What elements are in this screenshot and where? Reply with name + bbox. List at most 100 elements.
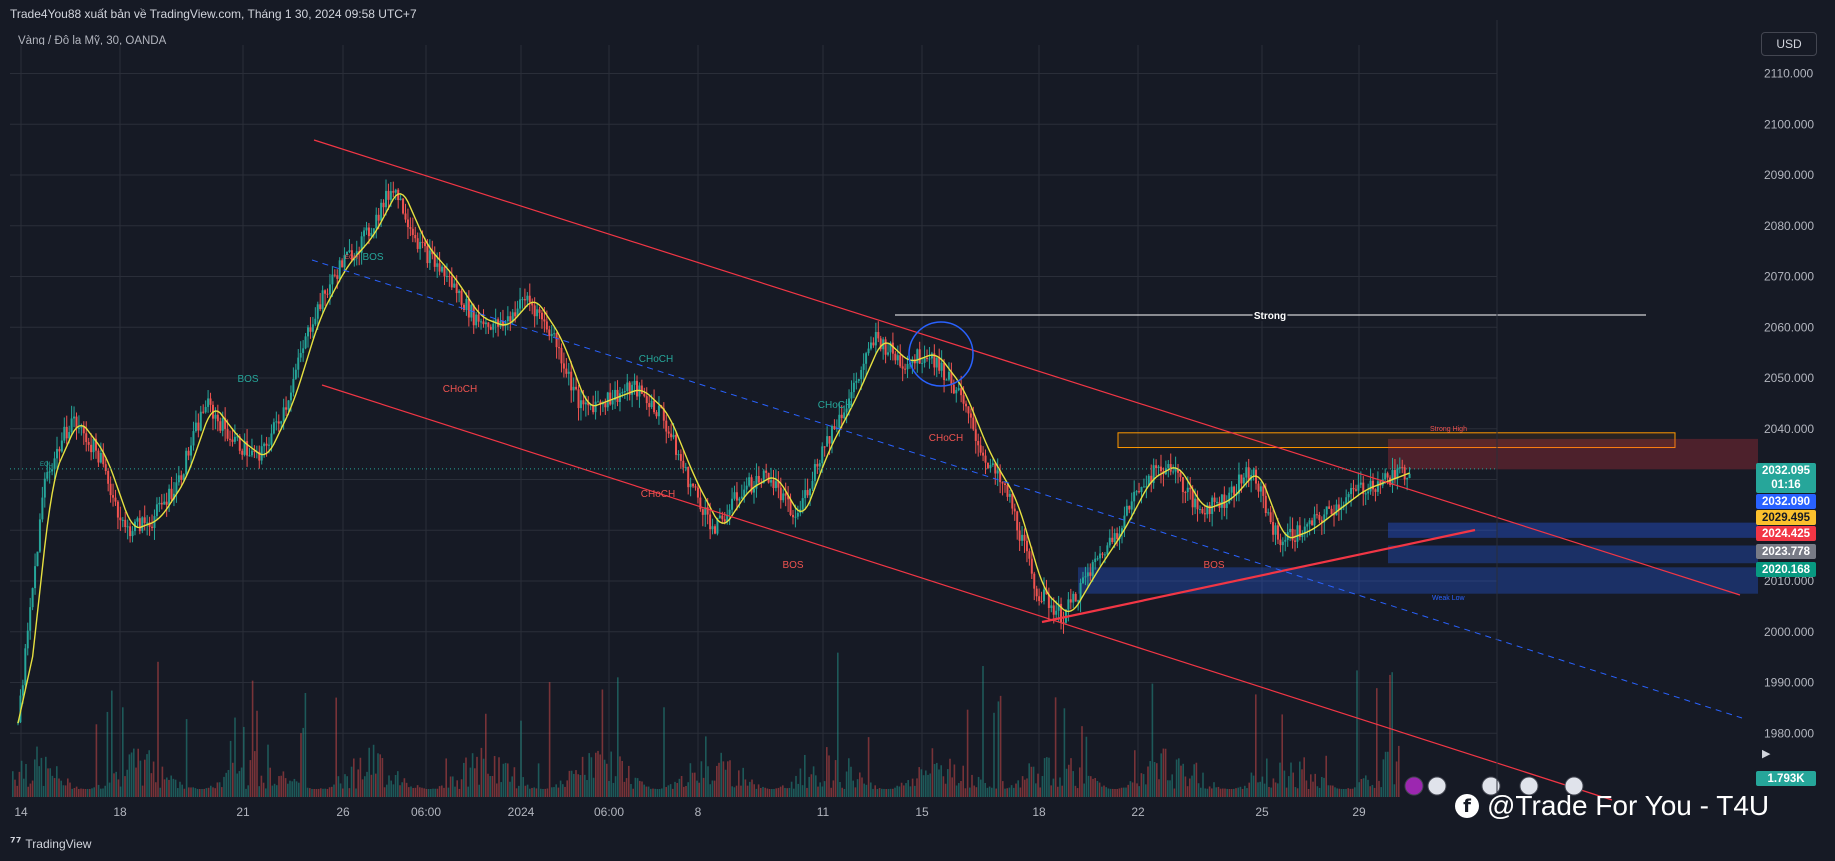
- volume-bar: [458, 788, 461, 797]
- volume-bar: [1250, 772, 1253, 797]
- candle-body: [943, 362, 946, 381]
- candle-body: [628, 382, 631, 395]
- candle-body: [287, 400, 290, 410]
- volume-bar: [775, 788, 777, 797]
- volume-bar: [570, 770, 573, 797]
- candle-body: [309, 327, 312, 332]
- volume-bar: [1206, 788, 1209, 797]
- candle-body: [26, 630, 29, 649]
- volume-bar: [207, 787, 210, 797]
- volume-bar: [564, 786, 566, 797]
- us-flag-event-icon[interactable]: [1481, 776, 1501, 796]
- candle-body: [202, 411, 205, 413]
- candle-body: [653, 400, 656, 413]
- candle-body: [258, 451, 261, 461]
- candle-body: [387, 190, 390, 200]
- candle-body: [1335, 504, 1338, 516]
- candle-body: [1289, 528, 1292, 533]
- candle-body: [560, 347, 563, 364]
- volume-bar: [1283, 770, 1286, 797]
- volume-bar: [245, 788, 247, 797]
- candle-body: [275, 421, 278, 423]
- supply-zone-outline: [1117, 432, 1676, 449]
- candle-body: [1106, 545, 1109, 555]
- candle-body: [918, 349, 921, 364]
- candle-body: [904, 368, 907, 370]
- candle-body: [1091, 562, 1094, 576]
- candle-body: [311, 324, 314, 332]
- volume-bar: [78, 788, 80, 797]
- candle-body: [1384, 473, 1387, 480]
- volume-bar: [1039, 787, 1041, 797]
- volume-bar: [1118, 788, 1121, 797]
- candle-body: [755, 475, 758, 489]
- volume-bar: [1384, 751, 1387, 797]
- candle-body: [533, 305, 536, 317]
- candle-body: [1208, 505, 1211, 514]
- volume-bar: [357, 769, 359, 797]
- volume-bar: [674, 781, 676, 797]
- volume-bar: [749, 781, 751, 797]
- candle-body: [99, 452, 102, 463]
- candle-body: [177, 475, 180, 483]
- volume-bar: [86, 788, 89, 797]
- candle-body: [1359, 482, 1362, 485]
- volume-bar: [793, 788, 795, 797]
- candle-body: [675, 434, 678, 455]
- volume-bar: [1387, 751, 1389, 797]
- us-flag-event-icon[interactable]: [1564, 776, 1584, 796]
- candle-body: [75, 416, 78, 429]
- volume-bar: [705, 736, 707, 797]
- volume-bar: [720, 752, 722, 797]
- us-flag-event-icon[interactable]: [1427, 776, 1447, 796]
- candle-body: [21, 685, 24, 696]
- candle-body: [292, 378, 295, 393]
- candle-body: [131, 531, 134, 537]
- volume-bar: [339, 783, 342, 797]
- tradingview-logo[interactable]: ⁷⁷ TradingView: [10, 836, 91, 851]
- volume-bar: [313, 788, 315, 797]
- volume-bar: [1303, 757, 1305, 797]
- candle-body: [272, 422, 275, 434]
- x-tick-label: 29: [1352, 805, 1366, 819]
- plot-area[interactable]: [10, 45, 1497, 797]
- us-flag-event-icon[interactable]: [1519, 776, 1539, 796]
- candle-body: [1386, 473, 1389, 478]
- volume-bar: [707, 766, 709, 797]
- candle-body: [570, 371, 573, 391]
- candle-body: [411, 228, 414, 235]
- candle-body: [431, 250, 434, 255]
- volume-bar: [412, 787, 414, 797]
- candle-body: [838, 414, 841, 428]
- candle-body: [116, 501, 119, 518]
- volume-bar: [122, 707, 124, 797]
- volume-bar: [1222, 788, 1224, 797]
- volume-bar: [405, 782, 408, 797]
- volume-bar: [535, 788, 538, 797]
- volume-bar: [249, 760, 252, 797]
- candle-body: [158, 502, 161, 505]
- candle-body: [307, 327, 310, 337]
- y-tick-label: 2090.000: [1764, 168, 1814, 182]
- volume-bar: [735, 785, 738, 797]
- lightning-event-icon[interactable]: [1404, 776, 1424, 796]
- volume-bar: [1316, 786, 1319, 797]
- candle-body: [696, 487, 699, 498]
- volume-bar: [375, 773, 377, 797]
- candle-body: [718, 515, 721, 518]
- candle-body: [1213, 497, 1216, 502]
- volume-bar: [1279, 762, 1281, 797]
- volume-bar: [1142, 774, 1145, 797]
- volume-bar: [361, 779, 364, 797]
- candle-body: [1016, 511, 1019, 531]
- candle-body: [1179, 472, 1182, 478]
- candle-body: [394, 189, 397, 193]
- candle-body: [319, 304, 322, 310]
- currency-button[interactable]: USD: [1761, 32, 1817, 56]
- volume-bar: [1367, 779, 1369, 797]
- volume-bar: [1010, 785, 1013, 797]
- volume-bar: [597, 750, 599, 797]
- volume-bar: [478, 784, 480, 797]
- candle-body: [1345, 497, 1348, 505]
